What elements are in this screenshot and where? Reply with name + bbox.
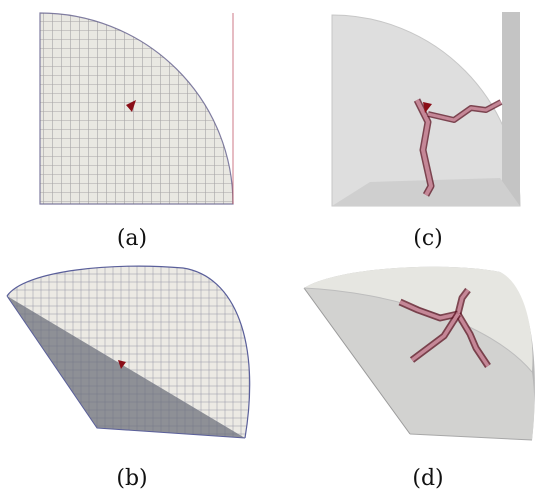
caption-d: (d) xyxy=(412,466,444,491)
marker-icon xyxy=(126,100,136,112)
panel-a xyxy=(30,8,240,208)
marker-icon xyxy=(118,360,126,369)
panel-c xyxy=(330,10,530,210)
panel-b xyxy=(5,262,265,442)
panel-d xyxy=(300,262,540,452)
quarter-sphere-crack-icon xyxy=(331,12,521,207)
quarter-sphere-crack-icon xyxy=(303,266,535,441)
marker-icon xyxy=(423,102,432,113)
caption-b: (b) xyxy=(116,466,148,491)
caption-c: (c) xyxy=(413,226,443,251)
quarter-sphere-mesh-icon xyxy=(6,265,251,439)
quarter-disk-mesh-icon xyxy=(39,12,234,205)
caption-a: (a) xyxy=(116,226,148,251)
